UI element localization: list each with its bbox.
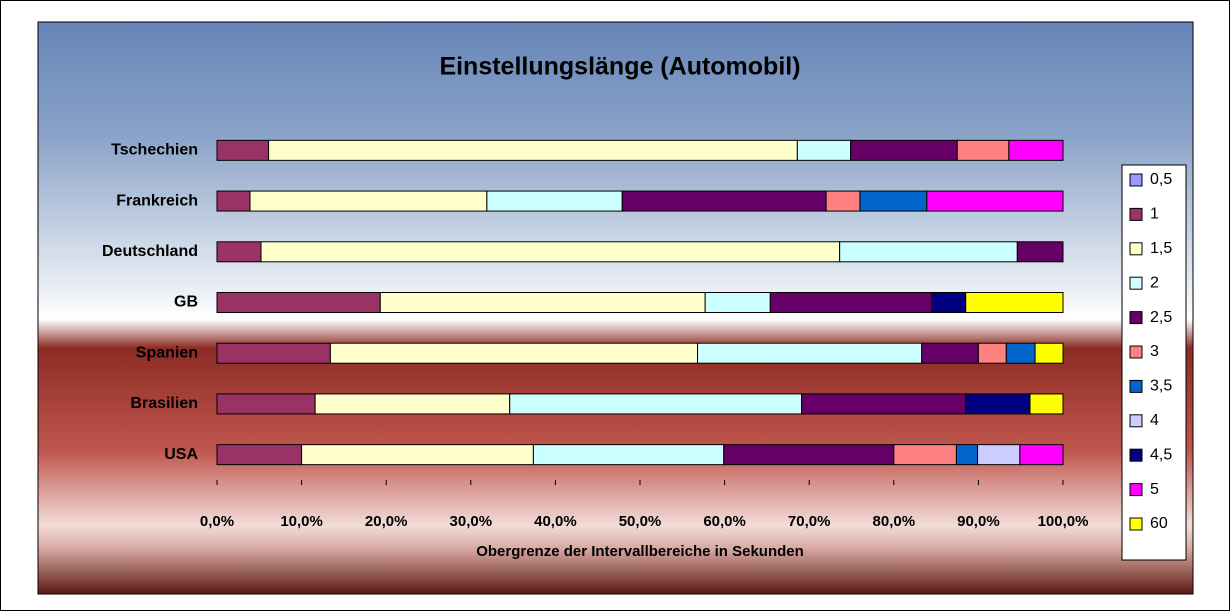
bar-segment bbox=[216, 444, 303, 466]
bar-segment bbox=[977, 342, 1007, 364]
legend-swatch bbox=[1129, 483, 1143, 497]
y-tick-label: Brasilien bbox=[130, 395, 198, 412]
legend-swatch bbox=[1129, 242, 1143, 256]
bar-segment bbox=[955, 444, 979, 466]
bar-segment bbox=[268, 139, 798, 161]
x-tick-label: 80,0% bbox=[873, 513, 916, 530]
bar-segment bbox=[486, 190, 623, 212]
x-tick-label: 50,0% bbox=[619, 513, 662, 530]
bar-segment bbox=[1029, 393, 1064, 415]
y-tick-label: Spanien bbox=[136, 344, 198, 361]
bar-segment bbox=[532, 444, 725, 466]
bar-segment bbox=[216, 139, 270, 161]
bar-segment bbox=[621, 190, 827, 212]
bar-segment bbox=[965, 393, 1031, 415]
x-tick-label: 40,0% bbox=[534, 513, 577, 530]
bar-segment bbox=[216, 190, 251, 212]
legend-label: 3 bbox=[1150, 343, 1159, 360]
bar-segment bbox=[839, 241, 1018, 263]
legend-swatch bbox=[1129, 207, 1143, 221]
bar-segment bbox=[260, 241, 841, 263]
legend-swatch bbox=[1129, 276, 1143, 290]
chart-title: Einstellungslänge (Automobil) bbox=[439, 53, 800, 81]
legend-label: 0,5 bbox=[1150, 171, 1172, 188]
bar-segment bbox=[796, 139, 852, 161]
bar-segment bbox=[956, 139, 1010, 161]
bar-segment bbox=[931, 292, 967, 313]
legend-swatch bbox=[1129, 448, 1143, 462]
bar-segment bbox=[216, 292, 381, 313]
bar-segment bbox=[801, 393, 967, 415]
y-tick-label: GB bbox=[174, 294, 198, 311]
y-tick-label: Deutschland bbox=[102, 243, 198, 260]
x-tick-label: 70,0% bbox=[788, 513, 831, 530]
legend-label: 60 bbox=[1150, 515, 1168, 532]
legend-swatch bbox=[1129, 345, 1143, 359]
legend bbox=[1121, 164, 1187, 561]
bar-segment bbox=[723, 444, 895, 466]
legend-label: 5 bbox=[1150, 481, 1159, 498]
y-tick-label: Tschechien bbox=[111, 142, 198, 159]
bar-segment bbox=[859, 190, 928, 212]
legend-label: 1 bbox=[1150, 206, 1159, 223]
bar-segment bbox=[1005, 342, 1036, 364]
x-tick-label: 30,0% bbox=[450, 513, 493, 530]
legend-swatch bbox=[1129, 311, 1143, 325]
bar-segment bbox=[893, 444, 957, 466]
legend-swatch bbox=[1129, 173, 1143, 187]
legend-swatch bbox=[1129, 414, 1143, 428]
bar-segment bbox=[697, 342, 923, 364]
x-axis-title: Obergrenze der Intervallbereiche in Seku… bbox=[476, 543, 804, 560]
legend-label: 1,5 bbox=[1150, 240, 1172, 257]
bar-segment bbox=[216, 393, 316, 415]
bar-segment bbox=[379, 292, 706, 313]
bar-segment bbox=[314, 393, 511, 415]
x-tick-label: 60,0% bbox=[703, 513, 746, 530]
bar-segment bbox=[329, 342, 699, 364]
legend-swatch bbox=[1129, 517, 1143, 531]
y-tick-label: USA bbox=[164, 446, 198, 463]
bar-segment bbox=[977, 444, 1021, 466]
bar-segment bbox=[769, 292, 933, 313]
bar-segment bbox=[921, 342, 979, 364]
x-tick-label: 90,0% bbox=[957, 513, 1000, 530]
legend-swatch bbox=[1129, 379, 1143, 393]
x-tick-label: 0,0% bbox=[200, 513, 234, 530]
bar-segment bbox=[704, 292, 771, 313]
bar-segment bbox=[1016, 241, 1064, 263]
bar-segment bbox=[1008, 139, 1064, 161]
bar-segment bbox=[965, 292, 1064, 313]
bar-segment bbox=[216, 241, 262, 263]
x-tick-label: 10,0% bbox=[280, 513, 323, 530]
legend-label: 2 bbox=[1150, 274, 1159, 291]
legend-label: 4,5 bbox=[1150, 446, 1172, 463]
bar-segment bbox=[509, 393, 803, 415]
bar-segment bbox=[850, 139, 958, 161]
bar-segment bbox=[1019, 444, 1064, 466]
legend-label: 2,5 bbox=[1150, 309, 1172, 326]
bar-segment bbox=[249, 190, 488, 212]
bar-segment bbox=[301, 444, 534, 466]
y-tick-label: Frankreich bbox=[116, 192, 198, 209]
legend-label: 4 bbox=[1150, 412, 1159, 429]
bar-segment bbox=[216, 342, 331, 364]
x-tick-label: 20,0% bbox=[365, 513, 408, 530]
bar-segment bbox=[926, 190, 1064, 212]
legend-label: 3,5 bbox=[1150, 378, 1172, 395]
bar-segment bbox=[1034, 342, 1064, 364]
bar-segment bbox=[825, 190, 861, 212]
x-tick-label: 100,0% bbox=[1038, 513, 1089, 530]
